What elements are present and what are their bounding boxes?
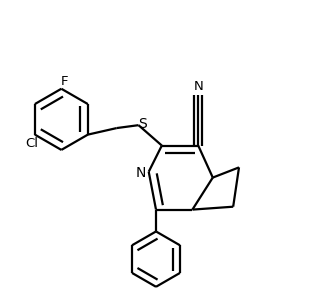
Text: Cl: Cl	[26, 137, 38, 151]
Text: S: S	[139, 117, 147, 131]
Text: F: F	[61, 75, 68, 88]
Text: N: N	[193, 80, 203, 93]
Text: N: N	[135, 166, 146, 180]
